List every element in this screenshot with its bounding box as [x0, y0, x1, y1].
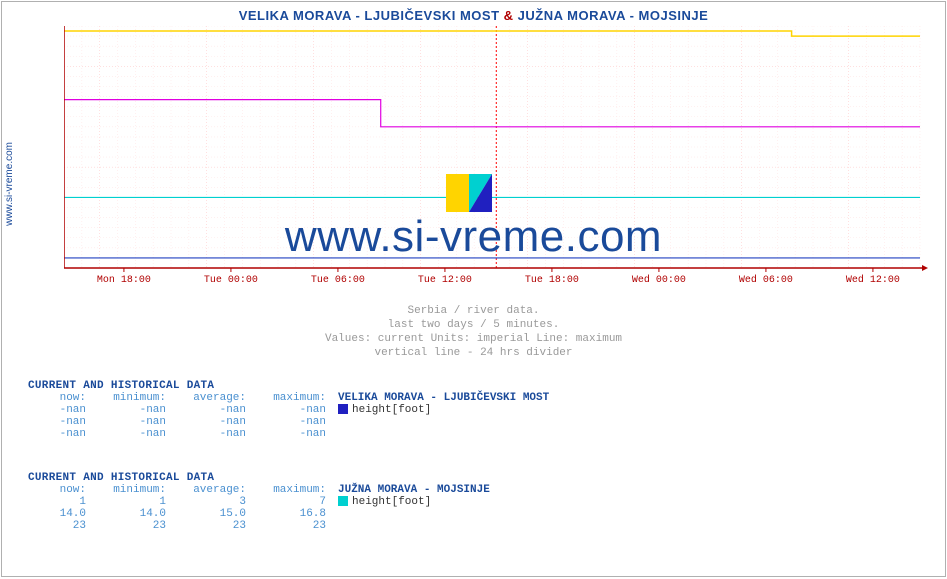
data-cell: 1 [86, 496, 166, 508]
data-block-2: CURRENT AND HISTORICAL DATAnow:minimum:a… [28, 472, 490, 532]
data-cell: -nan [28, 416, 86, 428]
legend-swatch [338, 496, 348, 506]
data-row: -nan-nan-nan-nan [28, 428, 549, 440]
col-header: now: [28, 484, 86, 496]
title-amp: & [504, 8, 514, 23]
legend-swatch [338, 404, 348, 414]
data-cell: 1 [28, 496, 86, 508]
chart-title: VELIKA MORAVA - LJUBIČEVSKI MOST & JUŽNA… [2, 8, 945, 23]
data-cell: -nan [28, 404, 86, 416]
data-row: 23232323 [28, 520, 490, 532]
data-cell: -nan [166, 416, 246, 428]
column-headers-row: now:minimum:average:maximum: VELIKA MORA… [28, 392, 549, 404]
data-cell: 23 [166, 520, 246, 532]
svg-text:Tue 18:00: Tue 18:00 [525, 275, 579, 286]
data-block-1: CURRENT AND HISTORICAL DATAnow:minimum:a… [28, 380, 549, 440]
title-right: JUŽNA MORAVA - MOJSINJE [518, 8, 709, 23]
col-header: average: [166, 484, 246, 496]
data-cell: -nan [28, 428, 86, 440]
svg-text:Tue 00:00: Tue 00:00 [204, 275, 258, 286]
data-cell: 7 [246, 496, 326, 508]
svg-text:Tue 06:00: Tue 06:00 [311, 275, 365, 286]
station-name: JUŽNA MORAVA - MOJSINJE [326, 484, 490, 496]
data-row: -nan-nan-nan-nan [28, 416, 549, 428]
svg-text:Tue 12:00: Tue 12:00 [418, 275, 472, 286]
svg-text:Mon 18:00: Mon 18:00 [97, 275, 151, 286]
data-cell: -nan [86, 428, 166, 440]
data-cell: 14.0 [86, 508, 166, 520]
svg-text:Wed 12:00: Wed 12:00 [846, 274, 900, 286]
subtitle-4: vertical line - 24 hrs divider [2, 346, 945, 360]
column-headers-row: now:minimum:average:maximum: JUŽNA MORAV… [28, 484, 490, 496]
station-name: VELIKA MORAVA - LJUBIČEVSKI MOST [326, 392, 549, 404]
data-cell: -nan [246, 404, 326, 416]
col-header: maximum: [246, 392, 326, 404]
svg-text:Wed 00:00: Wed 00:00 [632, 274, 686, 286]
data-row: -nan-nan-nan-nanheight[foot] [28, 404, 549, 416]
col-header: minimum: [86, 484, 166, 496]
legend-entry: height[foot] [326, 404, 431, 416]
data-cell: -nan [166, 404, 246, 416]
chart-container: www.si-vreme.com VELIKA MORAVA - LJUBIČE… [1, 1, 946, 577]
subtitle-3: Values: current Units: imperial Line: ma… [2, 332, 945, 346]
col-header: maximum: [246, 484, 326, 496]
data-row: 1137height[foot] [28, 496, 490, 508]
data-cell: 16.8 [246, 508, 326, 520]
data-cell: 23 [28, 520, 86, 532]
data-cell: -nan [86, 416, 166, 428]
subtitle-2: last two days / 5 minutes. [2, 318, 945, 332]
block-header: CURRENT AND HISTORICAL DATA [28, 472, 490, 484]
data-row: 14.014.015.016.8 [28, 508, 490, 520]
block-header: CURRENT AND HISTORICAL DATA [28, 380, 549, 392]
col-header: minimum: [86, 392, 166, 404]
data-cell: -nan [246, 416, 326, 428]
data-cell: -nan [166, 428, 246, 440]
legend-label: height[foot] [352, 404, 431, 416]
svg-text:Wed 06:00: Wed 06:00 [739, 274, 793, 286]
data-cell: -nan [86, 404, 166, 416]
watermark-text: www.si-vreme.com [2, 212, 945, 262]
legend-label: height[foot] [352, 496, 431, 508]
data-cell: 15.0 [166, 508, 246, 520]
data-cell: 14.0 [28, 508, 86, 520]
legend-entry: height[foot] [326, 496, 431, 508]
data-cell: 23 [246, 520, 326, 532]
data-cell: -nan [246, 428, 326, 440]
data-cell: 3 [166, 496, 246, 508]
subtitle-1: Serbia / river data. [2, 304, 945, 318]
col-header: average: [166, 392, 246, 404]
watermark-logo [446, 174, 492, 212]
data-cell: 23 [86, 520, 166, 532]
title-left: VELIKA MORAVA - LJUBIČEVSKI MOST [239, 8, 500, 23]
col-header: now: [28, 392, 86, 404]
